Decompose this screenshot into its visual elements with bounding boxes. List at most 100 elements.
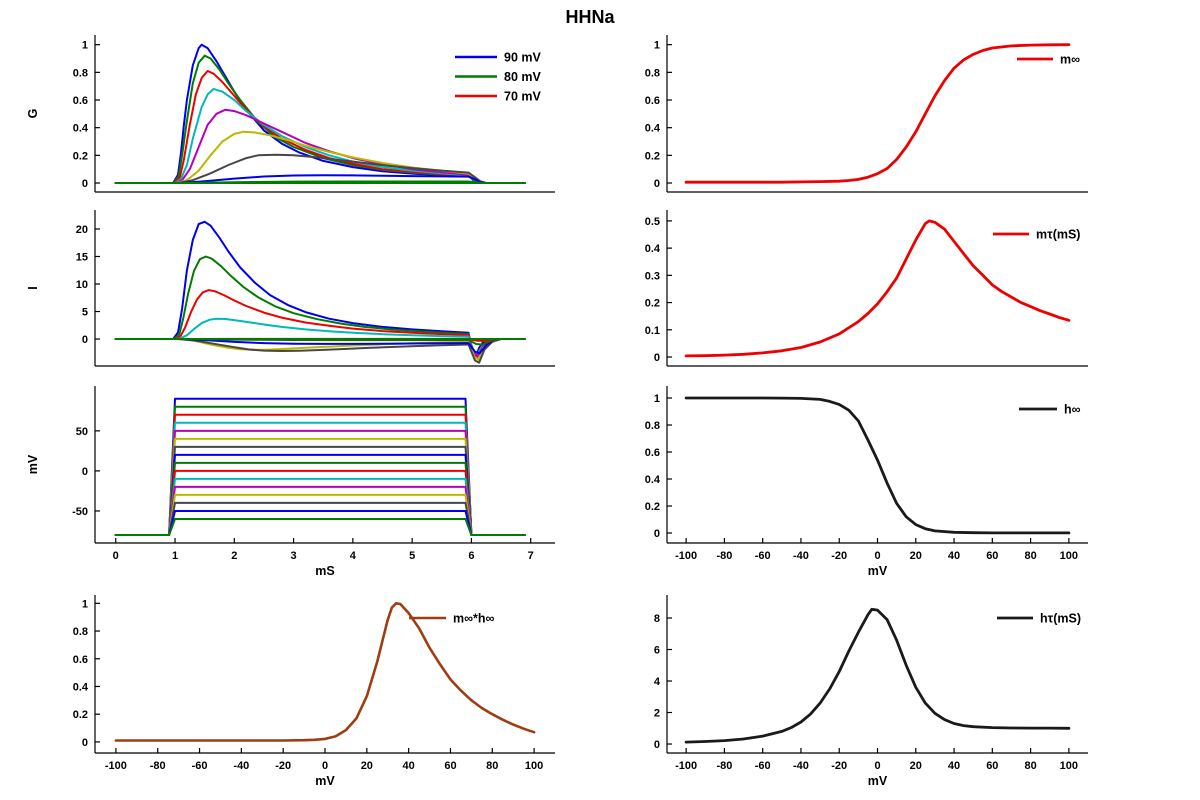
- y-tick-label: 10: [76, 279, 88, 291]
- series-group: [114, 43, 526, 184]
- x-tick-label: -80: [716, 760, 732, 772]
- x-tick-label: 2: [231, 550, 237, 562]
- legend-label: m∞: [1060, 53, 1080, 67]
- y-tick-label: 0: [654, 739, 660, 751]
- x-tick-label: 80: [486, 760, 498, 772]
- y-tick-label: 1: [654, 393, 660, 405]
- y-tick-label: 0.1: [645, 325, 660, 337]
- subplot-htau-vs-voltage: 0 2 4 6 8 -100 -80 -60 -40 -20 0 20 40 60 80 100 mV hτ(mS…: [654, 595, 1088, 788]
- x-tick-label: 0: [874, 760, 880, 772]
- y-tick-label: 0: [82, 334, 88, 346]
- y-tick-label: 2: [654, 708, 660, 720]
- trace-G-80mV: [114, 54, 526, 184]
- subplot-current-vs-time: 0 5 10 15 20 I: [26, 210, 555, 367]
- series-group: [114, 220, 526, 364]
- y-tick-label: 15: [76, 251, 88, 263]
- trace-step--50mV: [114, 510, 526, 536]
- trace-G-70mV: [114, 70, 526, 184]
- legend-label: 80 mV: [504, 70, 541, 84]
- y-tick-label: 8: [654, 613, 660, 625]
- x-tick-label: 20: [910, 760, 922, 772]
- legend-label: hτ(mS): [1040, 612, 1081, 626]
- x-axis-label: mV: [315, 774, 335, 788]
- y-tick-label: 0.2: [645, 150, 660, 162]
- y-axis-label: G: [26, 109, 40, 119]
- x-tick-label: 60: [444, 760, 456, 772]
- y-tick-label: 4: [654, 676, 661, 688]
- y-tick-label: 0.2: [645, 501, 660, 513]
- y-tick-label: 1: [654, 40, 660, 52]
- y-tick-label: 0.8: [73, 67, 88, 79]
- subplot-minf-times-hinf-vs-voltage: 0 0.2 0.4 0.6 0.8 1 -100 -80 -60 -40 -20 0 20 40 60 80 1…: [73, 595, 555, 788]
- y-tick-label: 0: [654, 352, 660, 364]
- trace-step-10mV: [114, 461, 526, 536]
- y-tick-label: 0: [654, 528, 660, 540]
- y-tick-label: 0.8: [73, 626, 88, 638]
- y-tick-label: 0.2: [645, 298, 660, 310]
- y-tick-label: 0.4: [645, 243, 661, 255]
- x-tick-label: -60: [192, 760, 208, 772]
- x-tick-label: -20: [275, 760, 291, 772]
- x-tick-label: 0: [874, 550, 880, 562]
- x-tick-label: -40: [793, 550, 809, 562]
- y-tick-label: 20: [76, 224, 88, 236]
- x-tick-label: 4: [350, 550, 357, 562]
- x-tick-label: 100: [525, 760, 543, 772]
- x-tick-label: -60: [755, 550, 771, 562]
- y-tick-label: 0.2: [73, 150, 88, 162]
- trace-hinf: [684, 396, 1071, 535]
- x-tick-label: 80: [1024, 760, 1036, 772]
- x-tick-label: 0: [322, 760, 328, 772]
- x-tick-label: -40: [793, 760, 809, 772]
- series-group: [684, 607, 1071, 744]
- x-tick-label: 20: [361, 760, 373, 772]
- x-tick-label: 1: [172, 550, 178, 562]
- x-tick-label: -20: [831, 550, 847, 562]
- y-tick-label: 0.6: [73, 95, 88, 107]
- y-tick-label: 0.3: [645, 270, 660, 282]
- trace-step-90mV: [114, 397, 526, 536]
- x-tick-label: -100: [105, 760, 127, 772]
- y-tick-label: 0.8: [645, 67, 660, 79]
- y-tick-label: 1: [82, 40, 88, 52]
- trace-G-90mV: [114, 43, 526, 184]
- legend-label: 90 mV: [504, 51, 541, 65]
- y-tick-label: 6: [654, 645, 660, 657]
- x-tick-label: 0: [113, 550, 119, 562]
- trace-step--60mV: [114, 518, 526, 536]
- y-tick-label: 5: [82, 307, 88, 319]
- x-tick-label: 7: [528, 550, 534, 562]
- subplot-mtau-vs-voltage: 0 0.1 0.2 0.3 0.4 0.5 mτ(mS): [645, 210, 1088, 367]
- subplot-minf-vs-voltage: 0 0.2 0.4 0.6 0.8 1 m∞: [645, 35, 1088, 193]
- x-tick-label: -100: [675, 550, 697, 562]
- y-tick-label: 0: [654, 178, 660, 190]
- y-tick-label: 0: [82, 737, 88, 749]
- y-tick-label: 0.6: [645, 447, 660, 459]
- y-tick-label: 0: [82, 178, 88, 190]
- y-tick-label: 1: [82, 598, 88, 610]
- legend-mtau-vs-voltage: mτ(mS): [993, 228, 1080, 242]
- x-tick-label: -80: [150, 760, 166, 772]
- x-axis-label: mV: [868, 774, 888, 788]
- legend-hinf-vs-voltage: h∞: [1019, 403, 1081, 417]
- legend-label: mτ(mS): [1036, 228, 1080, 242]
- trace-minf: [684, 43, 1071, 184]
- y-tick-label: -50: [72, 506, 88, 518]
- y-tick-label: 0.4: [73, 123, 89, 135]
- x-tick-label: 100: [1060, 760, 1078, 772]
- y-tick-label: 0.6: [645, 95, 660, 107]
- trace-I-40mV: [114, 338, 526, 361]
- y-tick-label: 50: [76, 426, 88, 438]
- trace-I-30mV: [114, 338, 526, 364]
- trace-step--30mV: [114, 493, 526, 536]
- x-tick-label: 40: [948, 550, 960, 562]
- y-tick-label: 0.8: [645, 420, 660, 432]
- series-group: [684, 43, 1071, 184]
- figure-title: HHNa: [565, 7, 615, 27]
- y-axis-label: I: [26, 286, 40, 289]
- x-tick-label: 40: [403, 760, 415, 772]
- trace-G-60mV: [114, 87, 526, 184]
- x-axis-label: mS: [315, 564, 334, 578]
